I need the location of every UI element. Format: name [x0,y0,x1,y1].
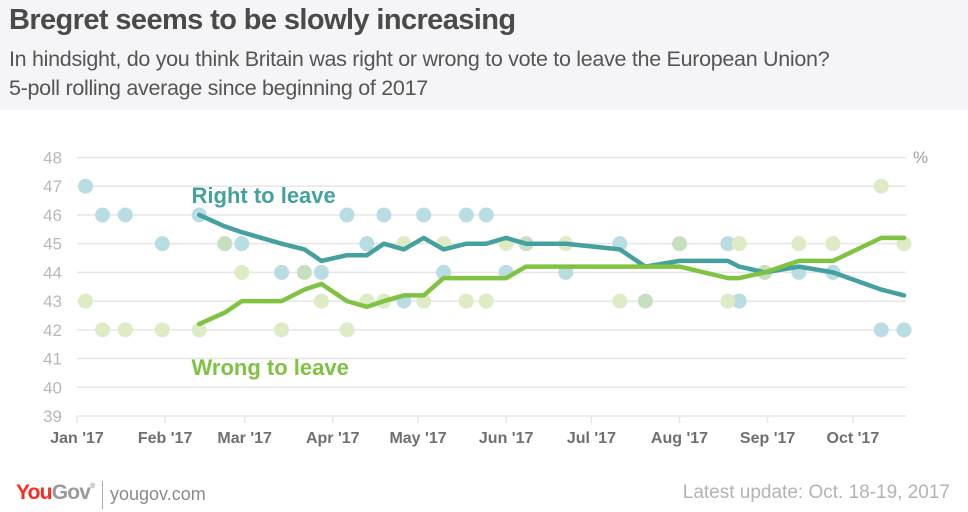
poll-dot-wrong [458,293,474,309]
x-tick-label: Mar '17 [217,430,272,447]
poll-dot-right [478,207,494,223]
poll-dot-wrong [154,322,170,338]
average-line-right [196,212,907,298]
poll-dot-wrong [313,293,329,309]
y-tick-label: 43 [43,292,62,311]
poll-dot-right [117,207,133,223]
unit-label: % [913,148,928,167]
x-tick-label: Sep '17 [740,430,795,447]
poll-dot-wrong [234,264,250,280]
header: Bregret seems to be slowly increasing In… [0,0,968,110]
poll-dot-right [731,293,747,309]
poll-dot-right [376,207,392,223]
poll-dot-right [720,236,736,252]
chart-title: Bregret seems to be slowly increasing [9,4,516,36]
yougov-logo: YouGov® [16,481,95,505]
x-tick-label: Apr '17 [306,430,360,447]
poll-dot-right [416,207,432,223]
x-tick-label: Jun '17 [479,430,534,447]
poll-dot-right [637,293,653,309]
poll-dot-right [339,207,355,223]
poll-dot-wrong [612,293,628,309]
poll-dot-right [313,264,329,280]
latest-update: Latest update: Oct. 18-19, 2017 [682,482,950,503]
series-labels: Right to leave Wrong to leave [192,183,349,380]
y-axis: 39 40 41 42 43 44 45 46 47 48 [43,149,62,427]
x-tick-label: May '17 [389,430,446,447]
average-lines [196,212,907,327]
series-label-wrong: Wrong to leave [192,355,349,380]
poll-dot-right [274,264,290,280]
chart-subtitle-question: In hindsight, do you think Britain was r… [9,47,830,71]
x-tick-label: Feb '17 [138,430,193,447]
poll-dot-right [359,236,375,252]
y-tick-label: 46 [43,206,62,225]
y-tick-label: 48 [43,149,62,168]
poll-dot-wrong [339,322,355,338]
poll-dot-right [234,236,250,252]
x-tick-label: Jul '17 [567,430,616,447]
poll-dot-right [873,322,889,338]
x-axis: Jan '17 Feb '17 Mar '17 Apr '17 May '17 Jun '… [50,416,879,447]
poll-dot-wrong [478,293,494,309]
logo-you: You [16,481,53,504]
poll-dot-right [458,207,474,223]
poll-dot-wrong [825,236,841,252]
poll-dot-right [154,236,170,252]
y-tick-label: 45 [43,235,62,254]
poll-dot-wrong [274,322,290,338]
poll-dot-right [217,236,233,252]
poll-dot-wrong [720,293,736,309]
footer-divider [102,481,103,509]
logo-registered-mark: ® [90,483,95,490]
poll-dot-right [896,322,912,338]
poll-dot-wrong [78,293,94,309]
poll-dot-right [95,207,111,223]
y-tick-label: 42 [43,321,62,340]
poll-dot-right [296,264,312,280]
footer-url[interactable]: yougov.com [110,484,206,504]
poll-dot-wrong [191,322,207,338]
chart-subtitle-method: 5-poll rolling average since beginning o… [9,76,428,100]
average-line-wrong [196,235,907,327]
y-tick-label: 41 [43,350,62,369]
poll-dot-wrong [95,322,111,338]
y-tick-label: 39 [43,407,62,426]
poll-dot-wrong [731,236,747,252]
series-label-right: Right to leave [192,183,336,208]
logo-gov: Gov [51,481,91,504]
y-tick-label: 44 [43,263,62,282]
poll-dot-wrong [873,178,889,194]
x-tick-label: Jan '17 [50,430,104,447]
poll-dot-wrong [117,322,133,338]
poll-dot-wrong [791,236,807,252]
y-tick-label: 47 [43,177,62,196]
poll-dot-right [78,178,94,194]
poll-dot-right [672,236,688,252]
x-tick-label: Oct '17 [827,430,880,447]
x-tick-label: Aug '17 [651,430,708,447]
y-tick-label: 40 [43,378,62,397]
